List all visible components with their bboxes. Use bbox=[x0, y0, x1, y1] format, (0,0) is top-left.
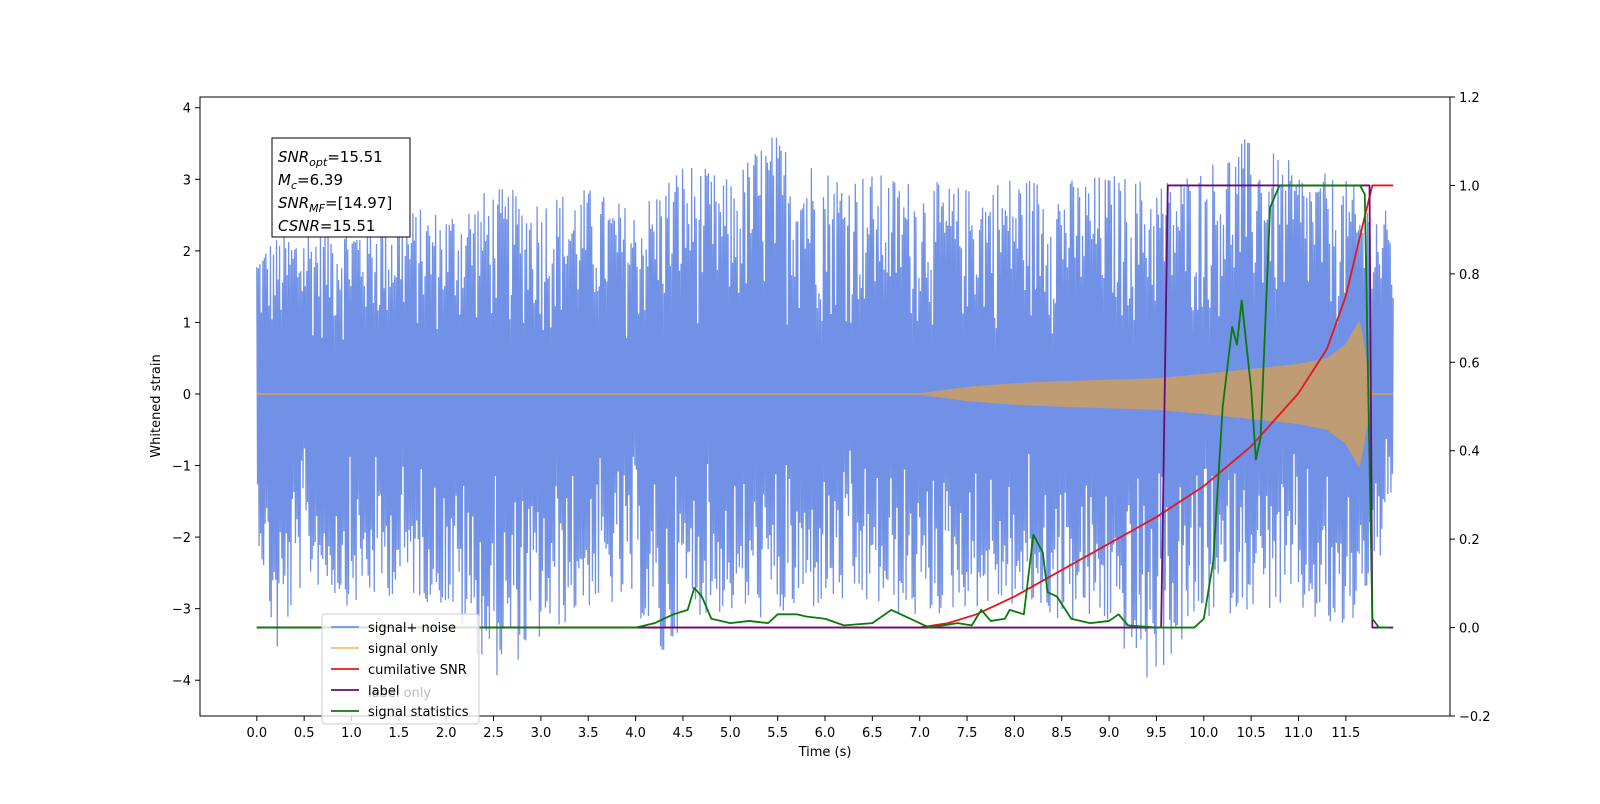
x-tick-label: 1.0 bbox=[341, 726, 362, 741]
plot-area bbox=[256, 137, 1394, 678]
legend-label: signal+ noise bbox=[368, 621, 456, 636]
y2-tick-label: 0.8 bbox=[1459, 268, 1480, 283]
x-axis-label: Time (s) bbox=[798, 745, 852, 760]
y2-tick-label: 0.0 bbox=[1459, 622, 1480, 637]
y-axis-left: −4 −3 −2 −1 0 1 2 3 4 bbox=[172, 102, 200, 689]
y-tick-label: 3 bbox=[183, 173, 191, 188]
legend-label: signal only bbox=[368, 642, 438, 657]
x-tick-label: 2.0 bbox=[436, 726, 457, 741]
legend-label: label bbox=[368, 684, 399, 699]
series-signal-statistics bbox=[256, 184, 1389, 629]
x-tick-label: 2.5 bbox=[483, 726, 504, 741]
x-tick-label: 5.0 bbox=[720, 726, 741, 741]
x-tick-label: 8.5 bbox=[1051, 726, 1072, 741]
x-tick-label: 1.5 bbox=[389, 726, 410, 741]
y-tick-label: −4 bbox=[172, 674, 191, 689]
x-tick-label: 10.5 bbox=[1237, 726, 1266, 741]
legend-label: signal statistics bbox=[368, 705, 469, 720]
y-tick-label: −2 bbox=[172, 531, 191, 546]
x-tick-label: 4.5 bbox=[673, 726, 694, 741]
legend-ghost-label: label only bbox=[368, 686, 431, 701]
legend-label: cumilative SNR bbox=[368, 663, 467, 678]
legend: label only signal+ noise signal only cumil… bbox=[321, 613, 480, 725]
y-tick-label: 4 bbox=[183, 102, 191, 117]
x-tick-label: 7.5 bbox=[957, 726, 978, 741]
annotation-line: Mc=6.39 bbox=[278, 171, 343, 192]
x-axis: 0.0 0.5 1.0 1.5 2.0 2.5 3.0 3.5 4.0 4.5 5.0 5.5 6.0 6… bbox=[246, 716, 1360, 741]
y-axis-label: Whitened strain bbox=[149, 354, 164, 457]
y-tick-label: 0 bbox=[183, 388, 191, 403]
annotation-line: CSNR=15.51 bbox=[278, 217, 375, 235]
y-axis-right: −0.2 0.0 0.2 0.4 0.6 0.8 1.0 1.2 bbox=[1450, 91, 1491, 725]
x-tick-label: 8.0 bbox=[1004, 726, 1025, 741]
y2-tick-label: −0.2 bbox=[1459, 710, 1491, 725]
y-tick-label: −3 bbox=[172, 603, 191, 618]
x-tick-label: 6.5 bbox=[862, 726, 883, 741]
y2-tick-label: 0.4 bbox=[1459, 445, 1480, 460]
x-tick-label: 3.0 bbox=[531, 726, 552, 741]
x-tick-label: 7.0 bbox=[909, 726, 930, 741]
series-cumilative-snr bbox=[256, 184, 1394, 629]
x-tick-label: 6.0 bbox=[815, 726, 836, 741]
x-tick-label: 3.5 bbox=[578, 726, 599, 741]
x-tick-label: 10.0 bbox=[1189, 726, 1218, 741]
x-tick-label: 5.5 bbox=[767, 726, 788, 741]
annotation-line: SNRopt=15.51 bbox=[278, 148, 383, 169]
x-tick-label: 9.0 bbox=[1099, 726, 1120, 741]
y-tick-label: 1 bbox=[183, 316, 191, 331]
x-tick-label: 4.0 bbox=[625, 726, 646, 741]
x-tick-label: 0.5 bbox=[294, 726, 315, 741]
x-tick-label: 11.0 bbox=[1284, 726, 1313, 741]
y2-tick-label: 0.2 bbox=[1459, 533, 1480, 548]
y-tick-label: 2 bbox=[183, 245, 191, 260]
annotation-line: SNRMF=[14.97] bbox=[278, 194, 392, 215]
x-tick-label: 11.5 bbox=[1331, 726, 1360, 741]
series-label bbox=[256, 184, 1394, 629]
y-tick-label: −1 bbox=[172, 460, 191, 475]
y2-tick-label: 1.2 bbox=[1459, 91, 1480, 106]
y2-tick-label: 1.0 bbox=[1459, 179, 1480, 194]
y2-tick-label: 0.6 bbox=[1459, 356, 1480, 371]
x-tick-label: 0.0 bbox=[246, 726, 267, 741]
series-signal-plus-noise bbox=[256, 137, 1394, 678]
x-tick-label: 9.5 bbox=[1146, 726, 1167, 741]
